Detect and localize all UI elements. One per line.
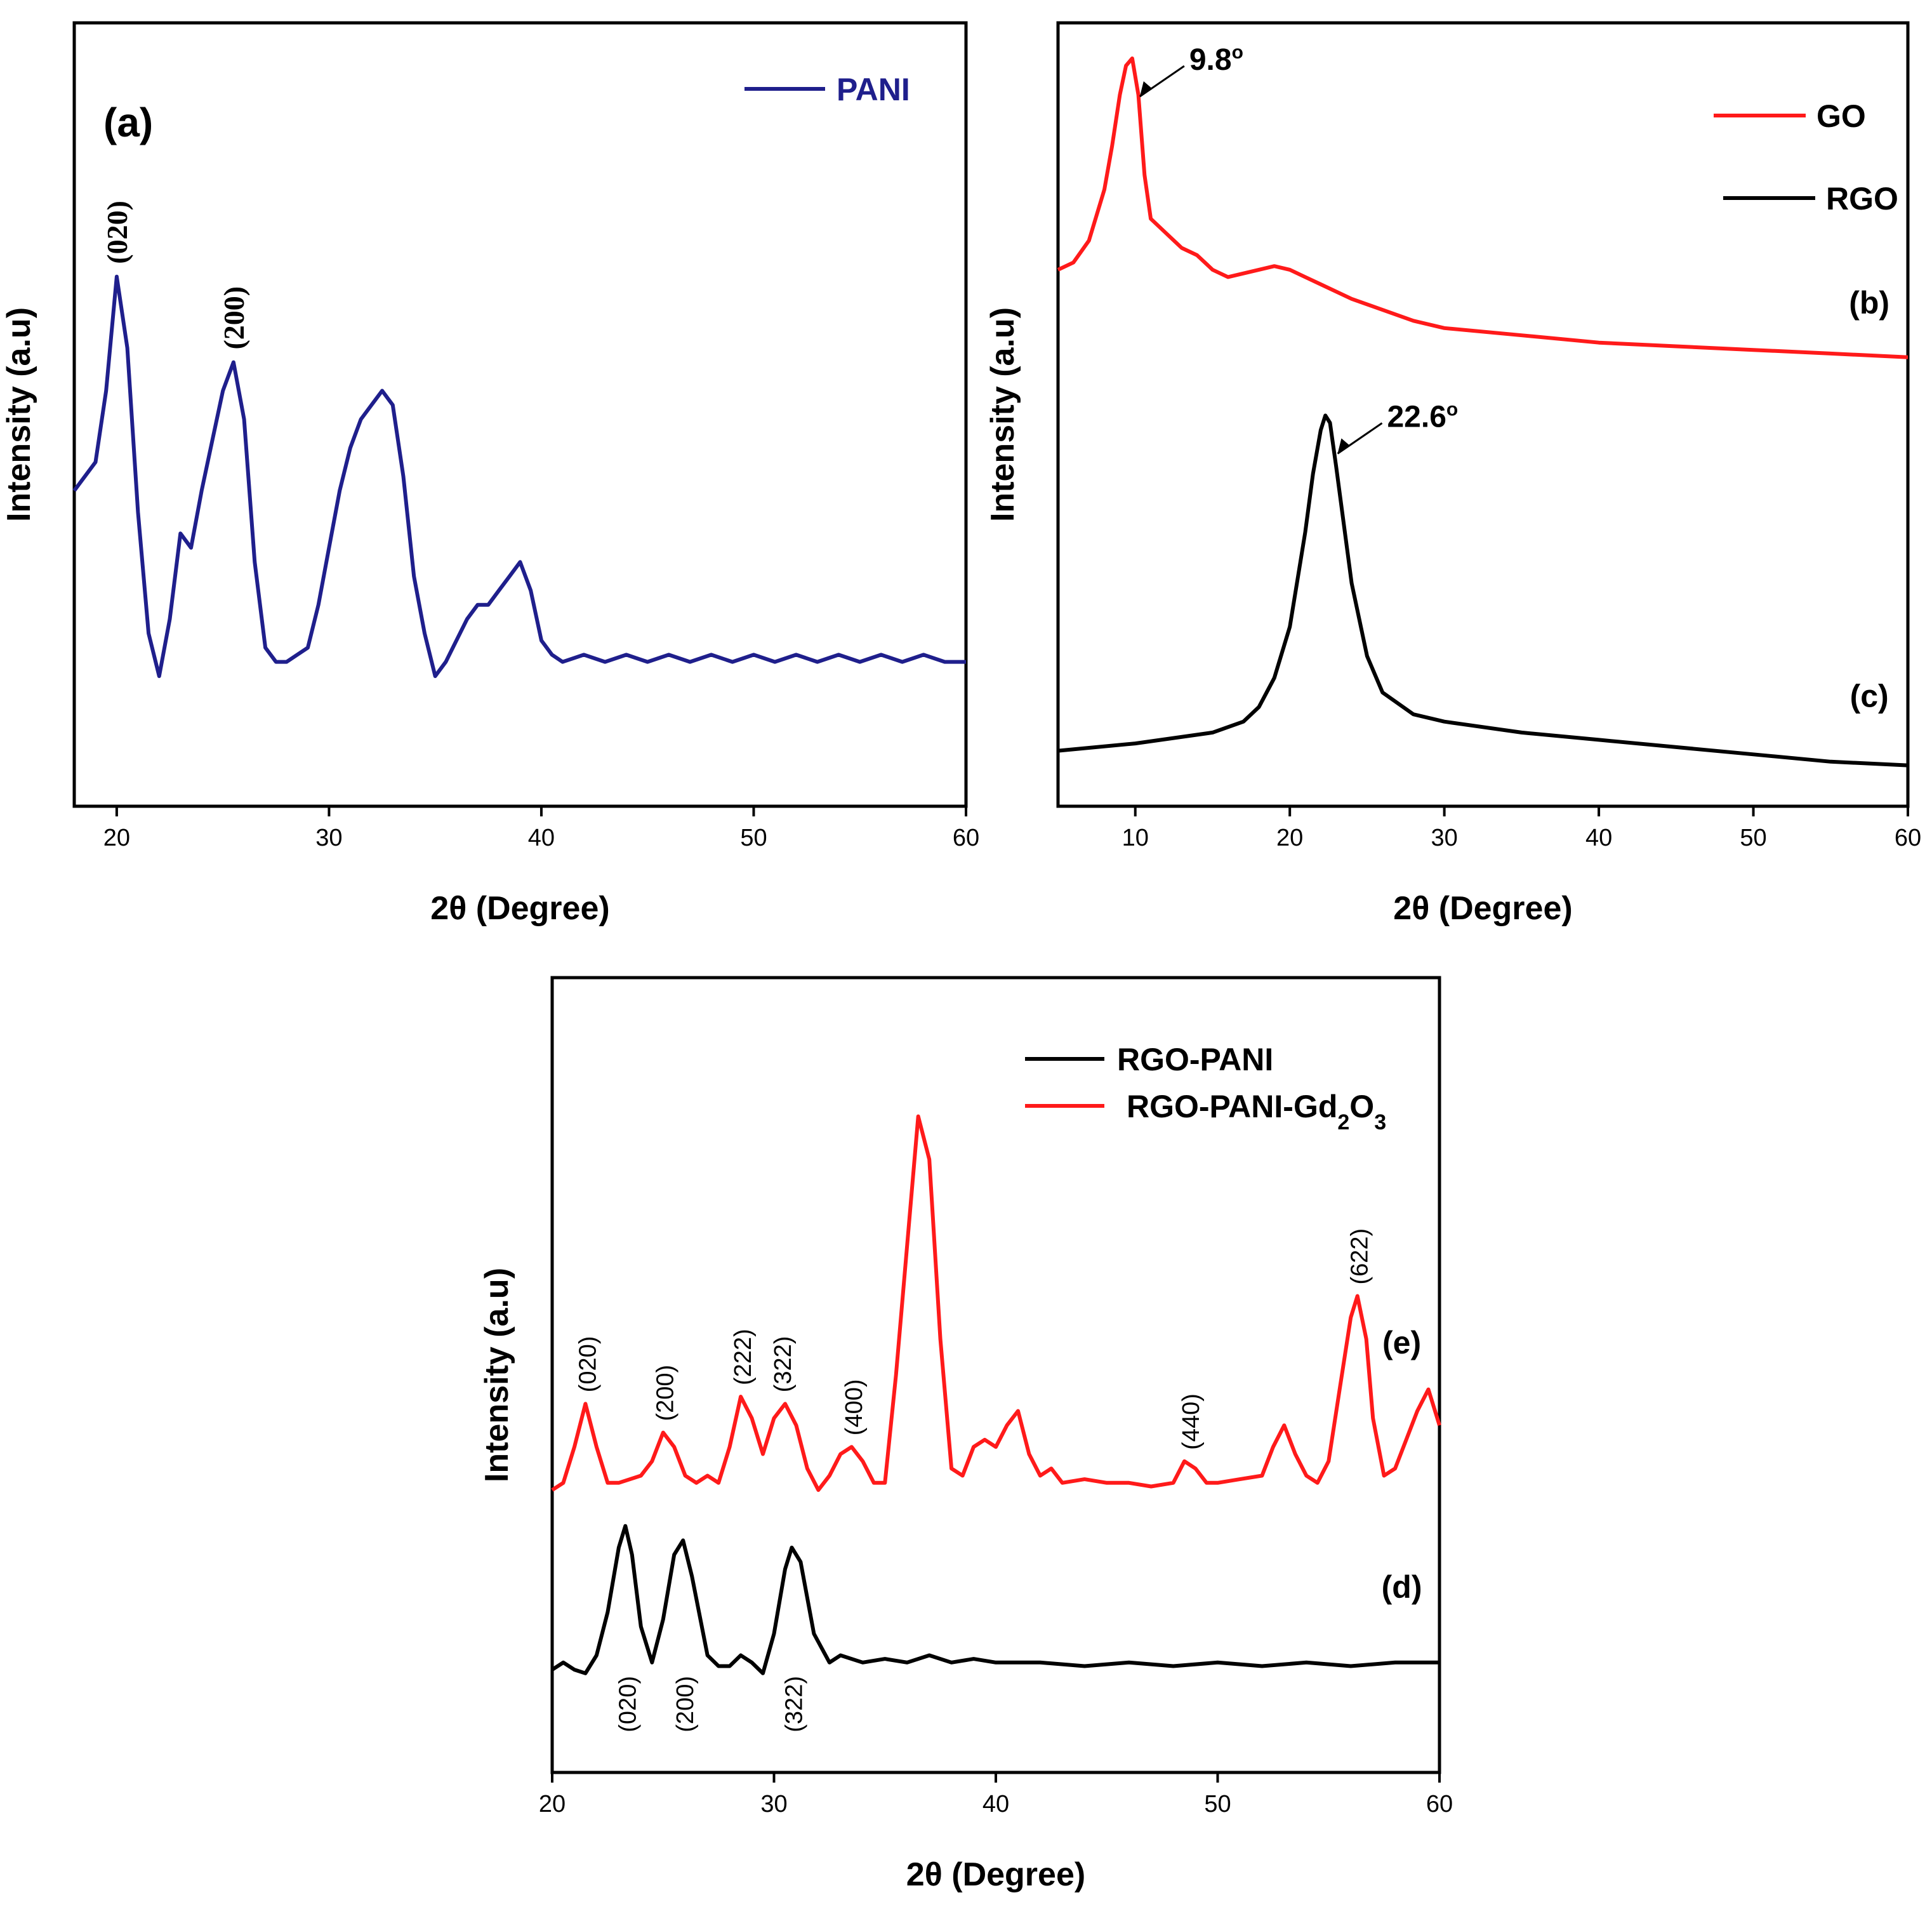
x-tick-label: 30 <box>315 825 342 851</box>
panel-label: (a) <box>103 100 153 145</box>
x-tick-label: 40 <box>1585 825 1612 851</box>
x-tick-label: 20 <box>539 1791 566 1818</box>
degree-superscript: o <box>1232 42 1243 63</box>
arrow-head <box>1337 438 1351 454</box>
x-tick-label: 30 <box>1431 825 1457 851</box>
x-axis-label: 2θ (Degree) <box>1393 890 1572 927</box>
curve-label: (b) <box>1849 285 1889 321</box>
chart-panel-de: 20 30 40 50 60 2θ (Degree) Intensity (a.u) RGO-… <box>479 976 1453 1893</box>
legend-label: RGO <box>1826 181 1898 216</box>
plot-frame <box>72 21 968 808</box>
peak-annotation: (622) <box>1347 1228 1373 1285</box>
peak-annotation: (322) <box>781 1676 807 1732</box>
legend-text-part: O <box>1349 1089 1374 1124</box>
x-tick-label: 50 <box>740 825 767 851</box>
legend-label: GO <box>1816 98 1866 134</box>
peak-annotation: (200) <box>652 1365 679 1421</box>
x-tick-label: 60 <box>1426 1791 1453 1818</box>
series-line-go <box>1057 56 1909 359</box>
plot-frame <box>1056 21 1910 808</box>
arrow-head <box>1139 81 1153 96</box>
peak-value: 9.8 <box>1189 43 1232 77</box>
chart-panel-bc: 10 20 30 40 50 60 2θ (Degree) Intensity (a.u) GO… <box>984 21 1921 927</box>
peak-annotation: (440) <box>1178 1393 1205 1450</box>
peak-annotation: (322) <box>770 1336 797 1393</box>
peak-annotation: (020) <box>574 1336 601 1393</box>
y-axis-label: Intensity (a.u) <box>479 1268 515 1482</box>
chart-panel-a: 20 30 40 50 60 2θ (Degree) Intensity (a.u) (a) P… <box>1 21 979 927</box>
x-tick-label: 30 <box>760 1791 787 1818</box>
series-line-pani <box>72 274 966 679</box>
series-line-rgo-pani-gd2o3 <box>551 1114 1441 1492</box>
legend-label: RGO-PANI-Gd2O3 <box>1127 1089 1386 1134</box>
x-tick-label: 20 <box>103 825 130 851</box>
series-line-rgo-pani <box>551 1524 1439 1675</box>
subscript: 3 <box>1374 1110 1386 1134</box>
x-tick-label: 60 <box>1895 825 1921 851</box>
peak-annotation: (400) <box>841 1379 868 1435</box>
legend-label: RGO-PANI <box>1117 1042 1273 1077</box>
peak-value: 22.6 <box>1387 401 1446 434</box>
x-axis-label: 2θ (Degree) <box>430 890 609 927</box>
x-tick-label: 50 <box>1204 1791 1231 1818</box>
peak-annotation: (020) <box>101 201 133 264</box>
x-tick-label: 50 <box>1740 825 1766 851</box>
x-tick-label: 10 <box>1122 825 1149 851</box>
series-line-rgo <box>1057 413 1909 768</box>
y-axis-label: Intensity (a.u) <box>1 307 37 522</box>
peak-annotation: (020) <box>614 1676 641 1732</box>
peak-annotation: (222) <box>730 1329 757 1385</box>
x-tick-label: 40 <box>983 1791 1009 1818</box>
y-axis-label: Intensity (a.u) <box>984 307 1021 522</box>
curve-label: (e) <box>1382 1325 1421 1360</box>
subscript: 2 <box>1337 1110 1349 1134</box>
peak-annotation: (200) <box>218 286 250 350</box>
x-axis-label: 2θ (Degree) <box>906 1856 1085 1893</box>
curve-label: (c) <box>1850 679 1889 714</box>
x-tick-label: 40 <box>528 825 555 851</box>
x-tick-label: 20 <box>1276 825 1303 851</box>
peak-annotation: 9.8o <box>1189 42 1243 77</box>
curve-label: (d) <box>1382 1569 1422 1605</box>
peak-annotation: 22.6o <box>1387 399 1458 434</box>
legend-text-part: RGO-PANI-Gd <box>1127 1089 1337 1124</box>
x-tick-label: 60 <box>953 825 979 851</box>
legend-label: PANI <box>837 72 910 107</box>
degree-superscript: o <box>1446 399 1458 420</box>
peak-annotation: (200) <box>672 1676 699 1732</box>
